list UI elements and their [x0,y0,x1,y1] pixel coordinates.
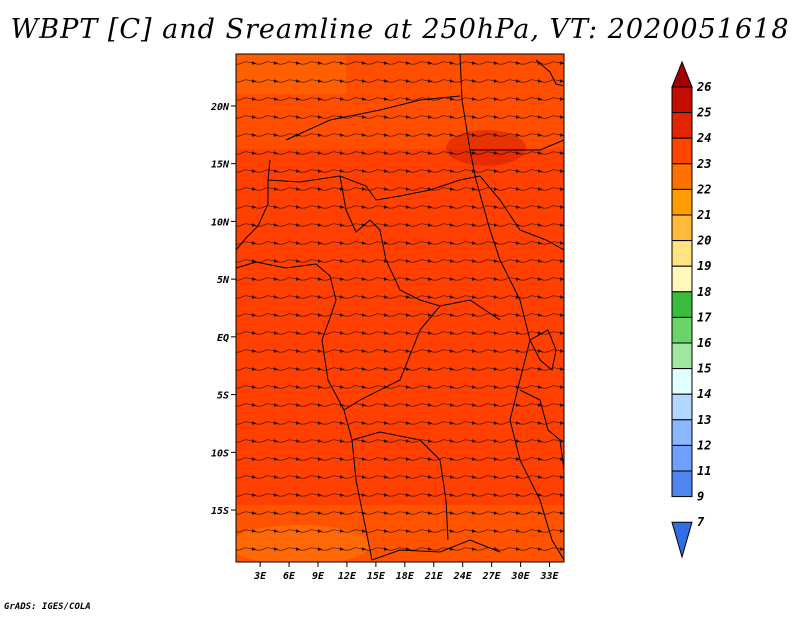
colorbar-label: 13 [697,413,711,427]
lat-label: 5S [217,391,229,402]
lat-label: 15N [211,160,230,171]
streamlines [236,54,564,562]
colorbar-segment [671,214,693,242]
colorbar-top-arrow [671,60,693,88]
lon-label: 21E [424,571,444,582]
colorbar-segment [671,265,693,293]
lon-label: 15E [367,571,386,582]
lat-label: 10N [211,217,230,228]
colorbar-label: 12 [697,438,711,452]
lon-label: 6E [283,571,296,582]
colorbar-label: 26 [696,80,711,94]
lat-label: 5N [217,275,230,286]
colorbar-label: 21 [696,208,711,222]
lon-label: 12E [338,571,357,582]
lon-label: 9E [312,571,325,582]
lon-label: 33E [539,571,559,582]
lat-label: 15S [211,506,229,517]
lat-label: 20N [210,102,230,113]
lon-label: 24E [453,571,473,582]
colorbar-label: 25 [696,106,711,120]
colorbar-label: 11 [697,464,711,478]
map-panel [235,53,565,563]
lat-label: EQ [217,333,229,344]
colorbar-label: 24 [696,131,711,145]
lon-label: 27E [482,571,502,582]
longitude-axis: 3E 6E 9E 12E 15E 18E 21E 24E 27E 30E 33E [253,562,560,582]
colorbar-segment [671,393,693,421]
colorbar-label: 7 [697,515,705,529]
colorbar: 26 25 24 23 22 21 20 19 18 17 16 15 14 13 12 11 9 7 [671,60,712,559]
colorbar-label: 23 [696,157,711,171]
colorbar-bottom-arrow [671,521,693,559]
colorbar-segment [671,137,693,165]
colorbar-segment [671,470,693,498]
lat-label: 10S [211,448,229,459]
colorbar-label: 14 [697,387,711,401]
colorbar-label: 19 [697,259,711,273]
map-frame [235,53,565,563]
colorbar-label: 18 [697,285,711,299]
colorbar-label: 16 [697,336,711,350]
lon-label: 30E [511,571,531,582]
colorbar-segment [671,240,693,267]
colorbar-segment [671,86,693,114]
coastlines-and-borders [236,54,564,561]
colorbar-label: 22 [696,182,711,196]
colorbar-segment [671,316,693,344]
colorbar-label: 20 [696,234,711,248]
colorbar-label: 15 [697,362,711,376]
colorbar-segment [671,342,693,370]
lon-label: 3E [253,571,267,582]
colorbar-label: 9 [697,490,704,504]
colorbar-segment [671,419,693,446]
colorbar-label: 17 [697,310,712,324]
colorbar-segment [671,163,693,190]
latitude-axis: 20N 15N 10N 5N EQ 5S 10S 15S [210,102,236,517]
lon-label: 18E [396,571,415,582]
colorbar-segment [671,444,693,472]
colorbar-segment [671,188,693,216]
colorbar-segment [671,368,693,395]
colorbar-segment [671,291,693,318]
map-title: WBPT [C] and Sreamline at 250hPa, VT: 20… [10,14,790,45]
grads-credit: GrADS: IGES/COLA [4,602,91,612]
colorbar-segment [671,112,693,139]
